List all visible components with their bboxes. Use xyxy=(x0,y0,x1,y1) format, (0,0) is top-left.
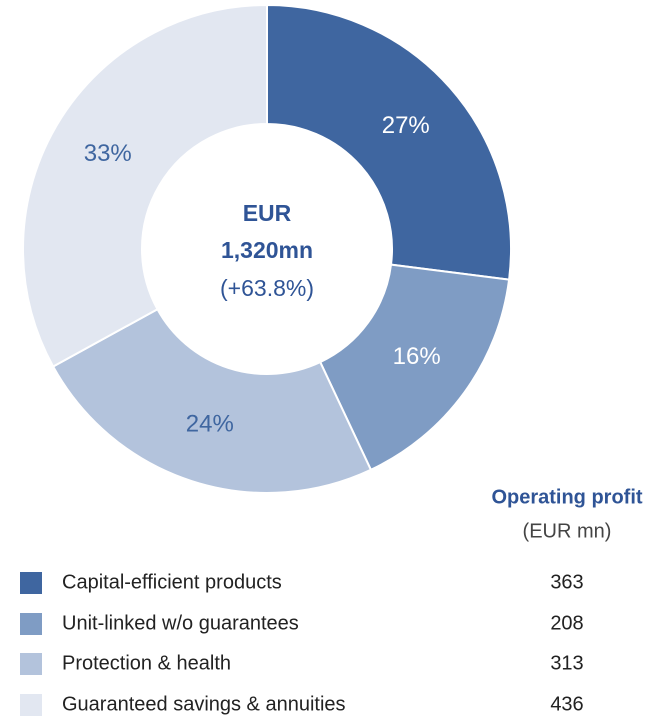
legend-label: Capital-efficient products xyxy=(62,571,282,593)
table-value: 313 xyxy=(550,652,583,674)
legend-label: Unit-linked w/o guarantees xyxy=(62,612,299,634)
legend-label: Guaranteed savings & annuities xyxy=(62,693,346,715)
center-label: 1,320mn xyxy=(221,237,313,263)
slice-label: 27% xyxy=(382,112,430,139)
slice-label: 16% xyxy=(393,343,441,370)
table-title: Operating profit xyxy=(491,486,642,508)
donut-slice xyxy=(266,3,512,281)
table-value: 208 xyxy=(550,612,583,634)
legend-swatch xyxy=(20,694,42,716)
donut-slice xyxy=(51,307,373,494)
legend-label: Protection & health xyxy=(62,652,231,674)
table-value: 363 xyxy=(550,571,583,593)
table-value: 436 xyxy=(550,693,583,715)
slice-label: 24% xyxy=(186,410,234,437)
donut-slice xyxy=(22,3,268,368)
table-subtitle: (EUR mn) xyxy=(523,520,612,542)
center-label: EUR xyxy=(243,200,292,226)
legend-swatch xyxy=(20,572,42,594)
center-label: (+63.8%) xyxy=(220,275,314,301)
donut-slice xyxy=(318,263,511,472)
legend-swatch xyxy=(20,613,42,635)
slice-label: 33% xyxy=(84,140,132,167)
legend-swatch xyxy=(20,653,42,675)
